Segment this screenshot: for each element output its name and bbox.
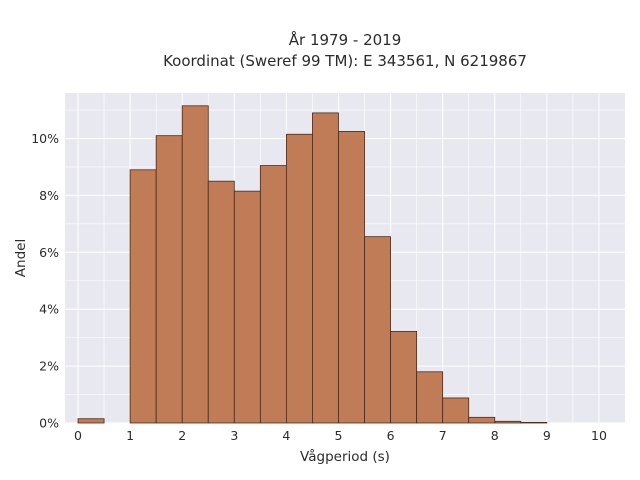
- x-tick-label: 5: [335, 428, 343, 443]
- histogram-bar: [338, 131, 365, 424]
- histogram-bar: [259, 165, 287, 424]
- histogram-bar: [155, 135, 183, 424]
- x-tick-label: 9: [543, 428, 551, 443]
- x-tick-label: 0: [74, 428, 82, 443]
- histogram-bar: [364, 236, 391, 424]
- histogram-bar: [233, 190, 261, 424]
- histogram-bar: [520, 422, 548, 424]
- x-tick-label: 3: [230, 428, 238, 443]
- histogram-bar: [129, 169, 157, 424]
- x-tick-label: 10: [591, 428, 607, 443]
- x-tick-label: 1: [126, 428, 134, 443]
- histogram-bar: [416, 371, 444, 424]
- histogram-bar: [312, 112, 339, 424]
- y-tick-label: 10%: [31, 131, 59, 146]
- chart-title: År 1979 - 2019: [289, 30, 402, 49]
- y-axis-ticks: 0% 2% 4% 6% 8% 10%: [31, 131, 59, 430]
- x-tick-label: 8: [491, 428, 499, 443]
- histogram-bar: [442, 397, 470, 424]
- x-tick-label: 7: [439, 428, 447, 443]
- x-tick-label: 2: [178, 428, 186, 443]
- y-tick-label: 0%: [39, 416, 59, 431]
- x-axis-ticks: 0 1 2 3 4 5 6 7 8 9 10: [74, 428, 607, 443]
- x-tick-label: 6: [387, 428, 395, 443]
- histogram-bar: [77, 418, 105, 424]
- x-axis-label: Vågperiod (s): [300, 448, 390, 465]
- histogram-bar: [468, 416, 496, 424]
- y-axis-label: Andel: [13, 239, 29, 277]
- y-tick-label: 2%: [39, 359, 59, 374]
- y-tick-label: 8%: [39, 188, 59, 203]
- x-tick-label: 4: [282, 428, 290, 443]
- histogram-bar: [285, 133, 313, 424]
- histogram-bar: [207, 180, 235, 424]
- histogram-bar: [494, 420, 522, 424]
- y-tick-label: 4%: [39, 302, 59, 317]
- bars: [77, 105, 548, 424]
- histogram-bar: [181, 105, 209, 424]
- y-tick-label: 6%: [39, 245, 59, 260]
- histogram-bar: [390, 330, 418, 424]
- chart-subtitle: Koordinat (Sweref 99 TM): E 343561, N 62…: [163, 52, 527, 70]
